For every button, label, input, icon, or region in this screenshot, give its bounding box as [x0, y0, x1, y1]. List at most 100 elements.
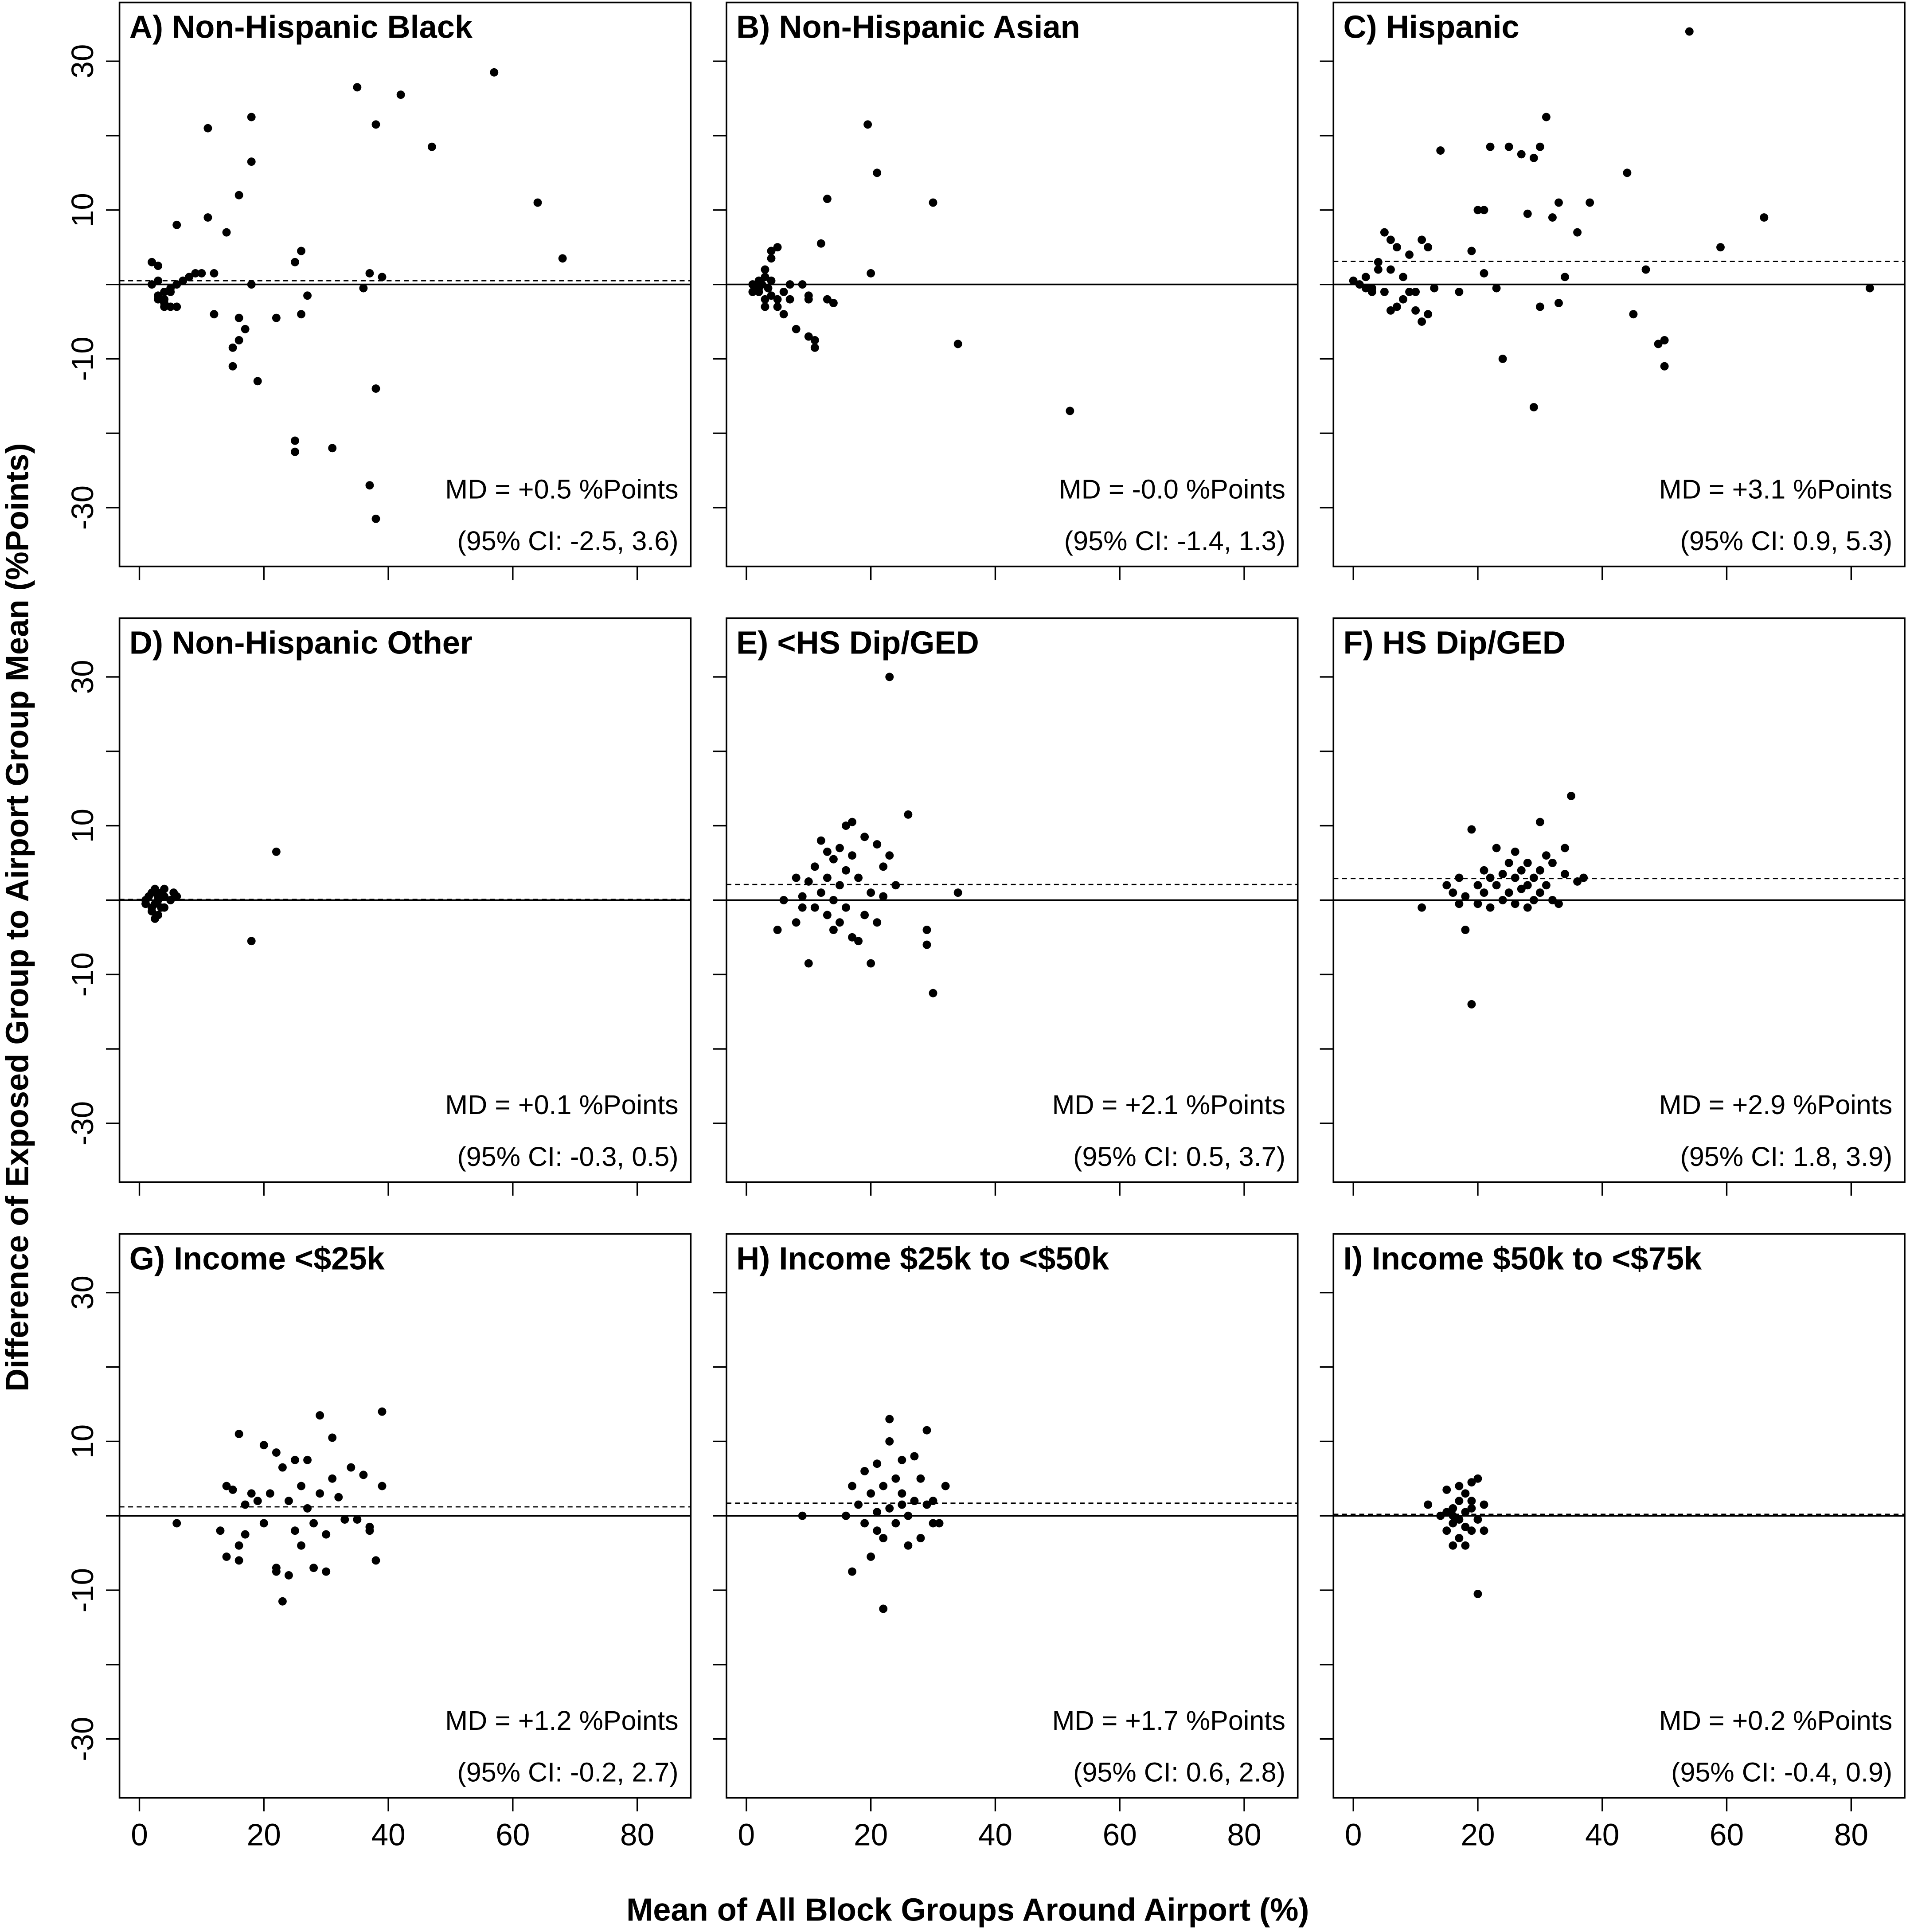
- point: [1629, 310, 1638, 319]
- point: [234, 1541, 243, 1550]
- x-tick-label: 0: [1345, 1817, 1362, 1852]
- point: [1461, 1508, 1470, 1517]
- point: [1361, 273, 1370, 282]
- point: [879, 1534, 888, 1542]
- point: [1393, 302, 1401, 311]
- point: [291, 447, 299, 456]
- point: [328, 1474, 337, 1483]
- point: [898, 1455, 906, 1464]
- point: [810, 336, 819, 344]
- y-tick-label: -10: [65, 336, 100, 381]
- point: [1349, 276, 1358, 285]
- point: [1442, 881, 1451, 890]
- panel-title: I) Income $50k to <$75k: [1343, 1241, 1702, 1276]
- point: [148, 907, 156, 916]
- y-tick-label: -30: [65, 1101, 100, 1146]
- point: [154, 295, 163, 304]
- y-tick-label: -30: [65, 1717, 100, 1761]
- point: [160, 299, 169, 308]
- point: [910, 1452, 919, 1461]
- point: [216, 1526, 225, 1535]
- point: [203, 124, 212, 133]
- annotation: (95% CI: 0.6, 2.8): [1073, 1757, 1285, 1787]
- point: [885, 673, 894, 681]
- point: [867, 269, 875, 278]
- x-tick-label: 20: [854, 1817, 888, 1852]
- point: [835, 881, 844, 890]
- point: [873, 1526, 882, 1535]
- point: [1424, 310, 1433, 319]
- point: [1418, 317, 1426, 326]
- point: [804, 877, 813, 886]
- point: [228, 362, 237, 371]
- point: [316, 1489, 324, 1498]
- point: [1486, 873, 1495, 882]
- point: [953, 340, 962, 348]
- point: [1455, 1515, 1464, 1524]
- point: [490, 68, 499, 77]
- point: [1548, 213, 1557, 222]
- point: [172, 892, 181, 901]
- point: [916, 1534, 925, 1542]
- point: [241, 1500, 250, 1509]
- point: [1380, 228, 1389, 237]
- y-tick-label: 30: [65, 44, 100, 78]
- point: [854, 937, 863, 946]
- point: [873, 168, 882, 177]
- point: [1535, 142, 1544, 151]
- point: [842, 821, 850, 830]
- point: [166, 284, 175, 293]
- point: [1455, 1534, 1464, 1542]
- point: [785, 295, 794, 304]
- point: [1554, 900, 1563, 908]
- point: [1567, 791, 1576, 800]
- annotation: MD = +3.1 %Points: [1659, 474, 1892, 504]
- point: [533, 198, 542, 207]
- point: [1548, 859, 1557, 867]
- annotation: MD = +0.5 %Points: [445, 474, 678, 504]
- point: [1473, 206, 1482, 215]
- point: [804, 295, 813, 304]
- point: [1355, 280, 1364, 289]
- point: [1374, 265, 1383, 274]
- point: [823, 295, 832, 304]
- point: [1573, 877, 1582, 886]
- point: [371, 514, 380, 523]
- point: [1535, 888, 1544, 897]
- point: [1529, 873, 1538, 882]
- point: [879, 1482, 888, 1490]
- point: [328, 1433, 337, 1442]
- point: [1473, 1515, 1482, 1524]
- point: [823, 195, 832, 203]
- point: [867, 888, 875, 897]
- annotation: (95% CI: -0.3, 0.5): [457, 1142, 678, 1172]
- point: [1542, 881, 1551, 890]
- y-tick-label: 30: [65, 1275, 100, 1310]
- point: [160, 892, 169, 901]
- point: [365, 1526, 374, 1535]
- point: [558, 254, 567, 263]
- point: [1418, 235, 1426, 244]
- point: [829, 855, 838, 864]
- point: [1486, 903, 1495, 912]
- point: [1405, 287, 1414, 296]
- point: [253, 1497, 262, 1506]
- point: [222, 228, 231, 237]
- point: [1865, 284, 1874, 293]
- x-tick-label: 80: [620, 1817, 654, 1852]
- point: [823, 911, 832, 919]
- point: [1399, 273, 1407, 282]
- point: [798, 1511, 807, 1520]
- point: [1455, 900, 1464, 908]
- point: [835, 844, 844, 853]
- point: [371, 120, 380, 129]
- point: [804, 959, 813, 968]
- point: [754, 284, 763, 293]
- point: [1586, 198, 1594, 207]
- point: [767, 291, 776, 300]
- point: [278, 1463, 287, 1472]
- point: [860, 833, 869, 841]
- point: [247, 113, 256, 121]
- point: [773, 295, 782, 304]
- panel-title: G) Income <$25k: [129, 1241, 385, 1276]
